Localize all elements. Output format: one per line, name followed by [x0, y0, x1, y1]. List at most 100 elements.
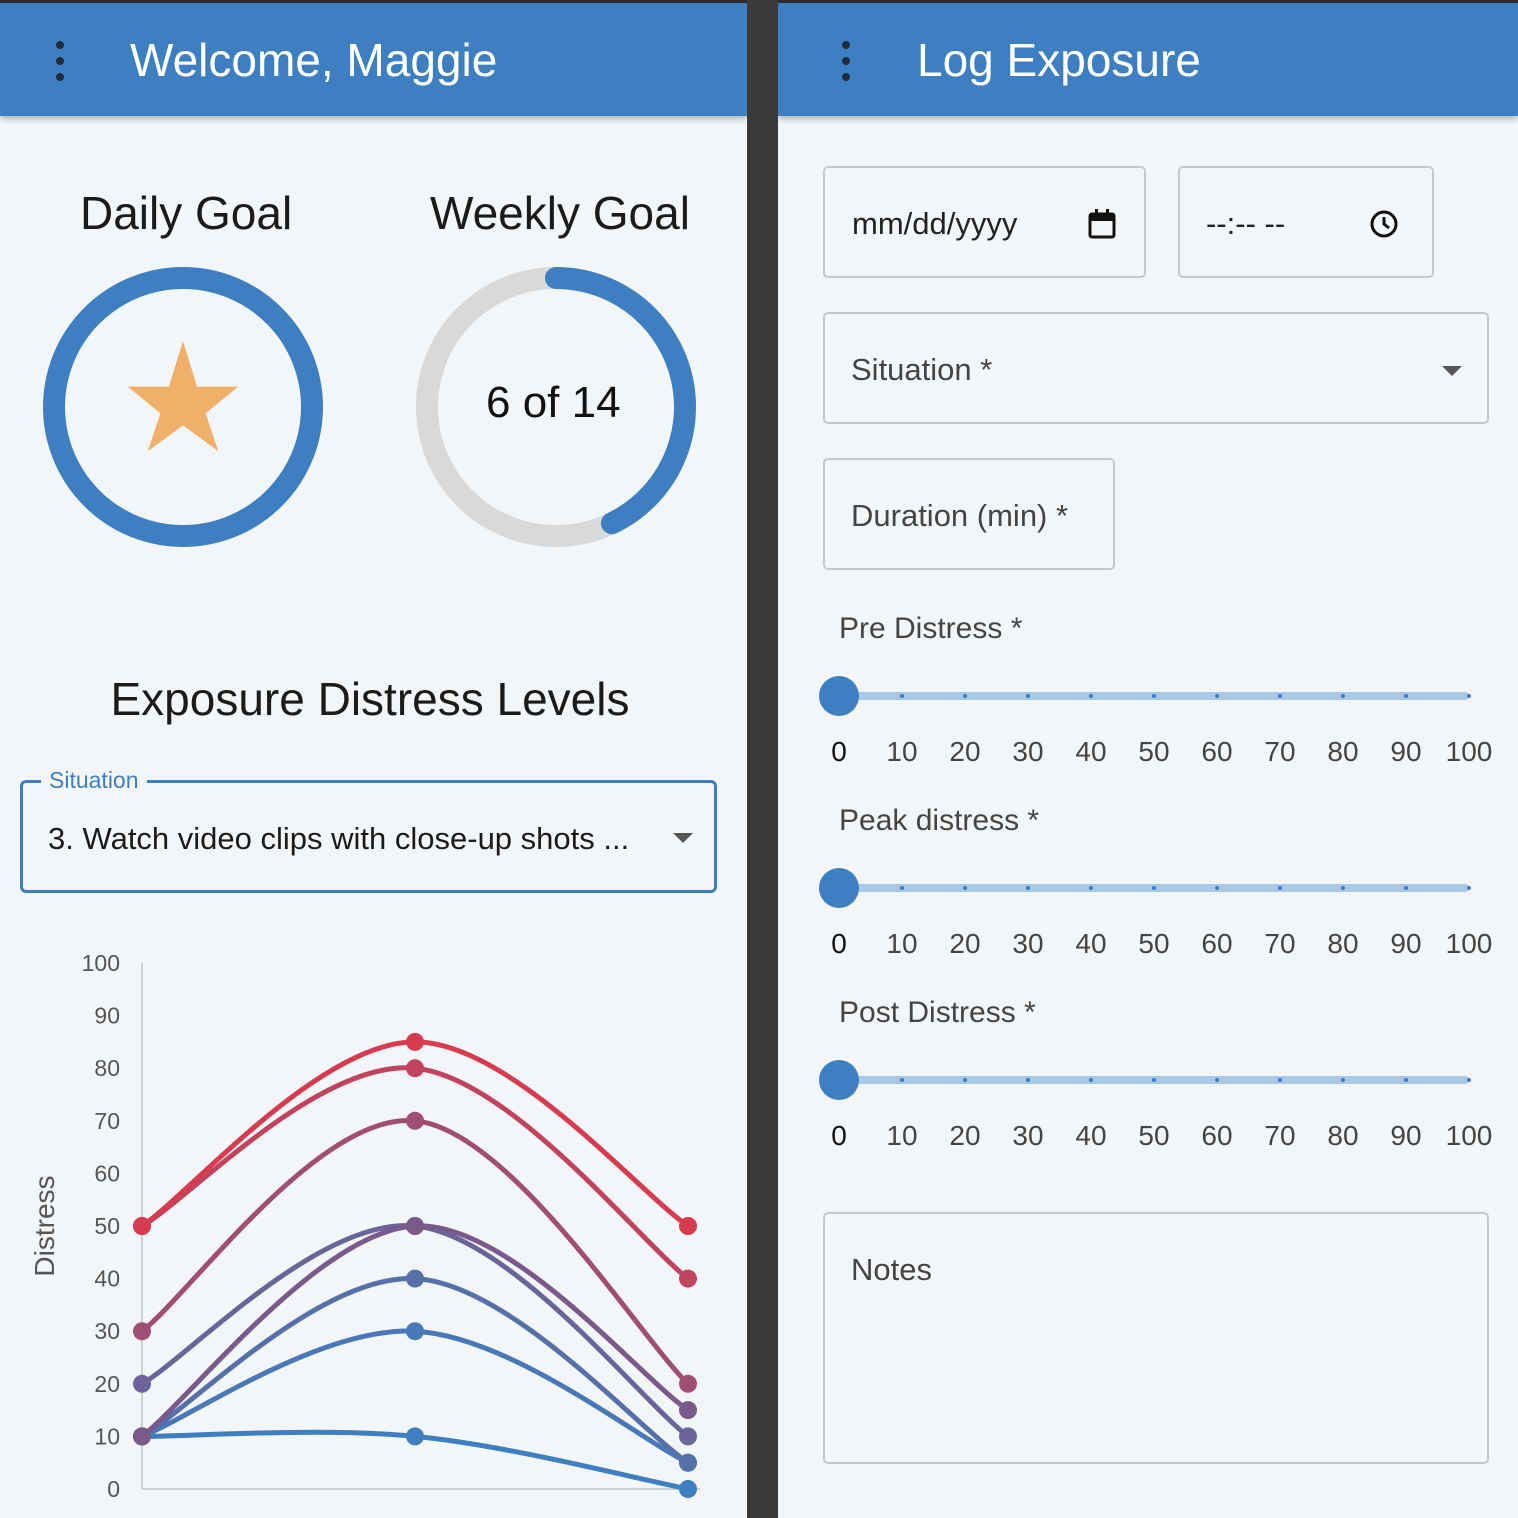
- weekly-goal-label: Weekly Goal: [430, 187, 690, 239]
- y-tick-label: 80: [94, 1055, 120, 1081]
- clock-icon[interactable]: [1368, 208, 1400, 240]
- slider-label: Pre Distress *: [839, 612, 1023, 645]
- weekly-goal-ring-progress: [545, 267, 696, 535]
- slider-tick-mark: [963, 694, 967, 698]
- slider-tick-mark: [1215, 694, 1219, 698]
- slider-tick-mark: [1278, 886, 1282, 890]
- series-point: [406, 1111, 424, 1130]
- date-input[interactable]: mm/dd/yyyy: [823, 166, 1146, 278]
- calendar-icon[interactable]: [1087, 208, 1117, 240]
- distress-slider-thumb[interactable]: [819, 676, 859, 716]
- log-app-bar: Log Exposure: [778, 0, 1518, 116]
- slider-tick-label: 60: [1201, 1120, 1233, 1151]
- series-point: [406, 1032, 424, 1051]
- y-tick-label: 100: [82, 950, 120, 976]
- distress-slider-track[interactable]: [839, 884, 1471, 892]
- slider-tick-mark: [1278, 694, 1282, 698]
- slider-tick-label: 90: [1390, 928, 1422, 959]
- situation-field[interactable]: Situation *: [823, 312, 1489, 424]
- slider-tick-label: 10: [886, 928, 918, 959]
- distress-slider-thumb[interactable]: [819, 1060, 859, 1100]
- slider-tick-label: 80: [1327, 736, 1359, 767]
- slider-tick-label: 30: [1012, 928, 1044, 959]
- slider-tick-mark: [1152, 694, 1156, 698]
- slider-tick-label: 10: [886, 736, 918, 767]
- situation-field-label: Situation *: [851, 352, 993, 387]
- notes-input-label: Notes: [851, 1252, 932, 1287]
- home-app-bar: Welcome, Maggie: [0, 0, 747, 116]
- slider-tick-label: 60: [1201, 928, 1233, 959]
- slider-tick-mark: [1467, 694, 1471, 698]
- situation-select[interactable]: Situation 3. Watch video clips with clos…: [20, 767, 717, 893]
- series-point: [679, 1269, 697, 1288]
- series-point: [133, 1217, 151, 1235]
- slider-tick-mark: [1467, 1078, 1471, 1082]
- daily-goal-label: Daily Goal: [80, 187, 293, 239]
- star-icon: [127, 341, 239, 452]
- slider-tick-label: 20: [949, 928, 981, 959]
- situation-select-value: 3. Watch video clips with close-up shots…: [48, 821, 630, 856]
- slider-tick-mark: [1215, 1078, 1219, 1082]
- slider-tick-mark: [963, 886, 967, 890]
- slider-tick-mark: [1404, 694, 1408, 698]
- slider-tick-mark: [1467, 886, 1471, 890]
- distress-slider-track[interactable]: [839, 692, 1471, 700]
- daily-goal-ring-progress: [43, 267, 323, 547]
- slider-tick-label: 50: [1138, 928, 1170, 959]
- slider-tick-label: 0: [831, 928, 847, 959]
- slider-tick-mark: [900, 886, 904, 890]
- page-title: Log Exposure: [917, 34, 1201, 86]
- chart-section-title: Exposure Distress Levels: [110, 673, 630, 725]
- y-tick-label: 50: [94, 1213, 120, 1239]
- weekly-goal-ring: [416, 267, 696, 547]
- y-tick-label: 30: [94, 1318, 120, 1344]
- slider-tick-label: 100: [1445, 1120, 1493, 1151]
- series-point: [679, 1427, 697, 1446]
- y-tick-label: 90: [94, 1003, 120, 1029]
- y-tick-label: 20: [94, 1371, 120, 1397]
- slider-tick-mark: [1404, 1078, 1408, 1082]
- slider-tick-mark: [1404, 886, 1408, 890]
- time-input[interactable]: --:-- --: [1178, 166, 1434, 278]
- slider-tick-label: 10: [886, 1120, 918, 1151]
- slider-tick-label: 100: [1445, 736, 1493, 767]
- series-point: [406, 1059, 424, 1078]
- series-point: [133, 1374, 151, 1393]
- distress-slider-track[interactable]: [839, 1076, 1471, 1084]
- slider-tick-mark: [1215, 886, 1219, 890]
- series-point: [679, 1480, 697, 1498]
- home-panel: Welcome, Maggie Daily Goal Weekly Goal 6…: [0, 0, 747, 1518]
- slider-tick-mark: [1278, 1078, 1282, 1082]
- y-tick-label: 10: [94, 1423, 120, 1449]
- slider-tick-label: 60: [1201, 736, 1233, 767]
- slider-tick-label: 70: [1264, 1120, 1296, 1151]
- slider-tick-label: 70: [1264, 736, 1296, 767]
- more-vert-icon[interactable]: [838, 41, 854, 81]
- slider-tick-mark: [1152, 1078, 1156, 1082]
- series-point: [679, 1453, 697, 1472]
- more-vert-icon[interactable]: [52, 41, 68, 81]
- slider-tick-mark: [1089, 1078, 1093, 1082]
- slider-tick-mark: [1026, 1078, 1030, 1082]
- slider-tick-label: 40: [1075, 736, 1107, 767]
- slider-tick-mark: [1026, 886, 1030, 890]
- y-axis-label: Distress: [29, 1175, 60, 1276]
- y-tick-label: 40: [94, 1266, 120, 1292]
- weekly-goal-count: 6 of 14: [486, 378, 621, 427]
- x-tick-label: Post: [662, 1514, 715, 1518]
- y-tick-label: 60: [94, 1160, 120, 1186]
- y-tick-label: 70: [94, 1108, 120, 1134]
- series-point: [679, 1217, 697, 1235]
- series-point: [406, 1322, 424, 1341]
- log-exposure-panel: Log Exposure mm/dd/yyyy --:-- -- Situati…: [778, 0, 1518, 1518]
- distress-slider-thumb[interactable]: [819, 868, 859, 908]
- slider-tick-label: 0: [831, 736, 847, 767]
- slider-tick-label: 50: [1138, 736, 1170, 767]
- date-input-placeholder: mm/dd/yyyy: [852, 206, 1018, 241]
- slider-tick-mark: [1341, 694, 1345, 698]
- duration-input[interactable]: Duration (min) *: [823, 458, 1115, 570]
- slider-tick-mark: [1089, 694, 1093, 698]
- notes-input[interactable]: Notes: [823, 1212, 1489, 1464]
- series-point: [133, 1427, 151, 1446]
- slider-tick-mark: [963, 1078, 967, 1082]
